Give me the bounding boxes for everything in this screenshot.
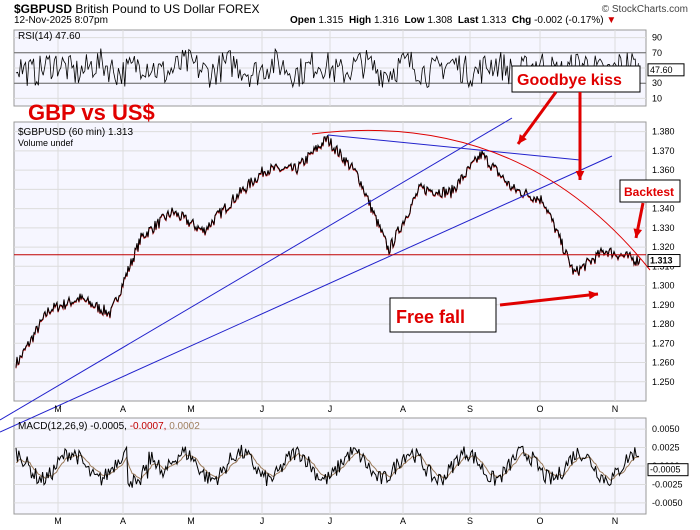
x-tick-label: M xyxy=(187,404,195,414)
x-tick-label: M xyxy=(54,404,62,414)
x-tick-label: J xyxy=(328,516,333,526)
macd-layer xyxy=(15,444,640,488)
price-tick-label: 1.360 xyxy=(652,165,675,175)
macd-tick-label: -0.0050 xyxy=(652,498,683,508)
macd-last-label: -0.0005 xyxy=(650,465,681,475)
annotation-goodbye: Goodbye kiss xyxy=(517,72,622,89)
symbol: $GBPUSD xyxy=(14,2,73,16)
rsi-last-label: 47.60 xyxy=(650,65,673,75)
x-tick-label: A xyxy=(400,516,406,526)
chg-value: -0.002 (-0.17%) xyxy=(534,15,604,26)
rsi-last-box xyxy=(647,63,685,77)
arrow-goodbye-1 xyxy=(516,91,558,145)
low-label: Low xyxy=(404,15,425,26)
arrow-goodbye-2-head xyxy=(575,170,585,180)
price-tick-label: 1.260 xyxy=(652,358,675,368)
price-layer xyxy=(0,117,651,433)
price-tick-label: 1.320 xyxy=(652,242,675,252)
price-title: $GBPUSD (60 min) 1.313 xyxy=(18,127,133,138)
x-tick-label: S xyxy=(467,516,473,526)
x-tick-label: J xyxy=(260,404,265,414)
last-label: Last xyxy=(457,15,479,26)
chg-label: Chg xyxy=(511,15,532,26)
quote-line: Open 1.315 High 1.316 Low 1.308 Last 1.3… xyxy=(290,15,616,26)
watermark: © StockCharts.com xyxy=(601,4,688,15)
open-label: Open xyxy=(290,15,316,26)
high-label: High xyxy=(348,15,372,26)
trendline-shallow xyxy=(0,155,613,433)
freefall-box xyxy=(389,297,497,333)
rsi-tick-label: 70 xyxy=(652,48,662,58)
symbol-line: $GBPUSD British Pound to US Dollar FOREX xyxy=(14,2,259,16)
rsi-tick-label: 30 xyxy=(652,78,662,88)
arrow-freefall-head xyxy=(588,290,598,300)
high-value: 1.316 xyxy=(373,15,399,26)
x-tick-label: J xyxy=(260,516,265,526)
annotation-freefall: Free fall xyxy=(396,307,465,327)
chart-date: 12-Nov-2025 8:07pm xyxy=(14,15,108,26)
rsi-tick-label: 90 xyxy=(652,33,662,43)
arrow-goodbye-1-head xyxy=(518,134,527,144)
x-tick-label: M xyxy=(187,516,195,526)
macd-value: MACD(12,26,9) -0.0005, xyxy=(18,421,130,432)
goodbye-box xyxy=(511,65,641,93)
arc-resistance xyxy=(311,129,651,271)
volume-label: Volume undef xyxy=(18,138,74,148)
trendline-top xyxy=(327,134,581,161)
x-tick-label: O xyxy=(536,404,543,414)
backtest-box xyxy=(619,179,681,203)
annotation-title: GBP vs US$ xyxy=(28,100,155,125)
x-tick-label: A xyxy=(120,404,126,414)
macd-line xyxy=(15,444,640,488)
price-tick-label: 1.290 xyxy=(652,300,675,310)
x-tick-label: N xyxy=(612,516,619,526)
macd-last-box xyxy=(647,463,689,477)
x-tick-label: A xyxy=(400,404,406,414)
price-last-label: 1.313 xyxy=(650,256,673,266)
price-tick-label: 1.250 xyxy=(652,377,675,387)
price-tick-label: 1.370 xyxy=(652,146,675,156)
price-last-box xyxy=(647,254,681,268)
price-tick-label: 1.300 xyxy=(652,281,675,291)
price-tick-label: 1.270 xyxy=(652,338,675,348)
x-tick-label: J xyxy=(328,404,333,414)
low-value: 1.308 xyxy=(427,15,453,26)
chart-header: $GBPUSD British Pound to US Dollar FOREX… xyxy=(0,0,700,28)
macd-tick-label: 0.0025 xyxy=(652,443,680,453)
last-value: 1.313 xyxy=(481,15,507,26)
annotation-backtest: Backtest xyxy=(624,185,674,199)
price-tick-label: 1.340 xyxy=(652,204,675,214)
x-tick-label: M xyxy=(54,516,62,526)
x-tick-label: N xyxy=(612,404,619,414)
macd-title: MACD(12,26,9) -0.0005, -0.0007, 0.0002 xyxy=(18,421,200,432)
annotations-layer: GBP vs US$ Goodbye kiss Free fall Backtest xyxy=(28,65,681,333)
price-tick-label: 1.330 xyxy=(652,223,675,233)
macd-histogram-value: 0.0002 xyxy=(169,421,200,432)
exchange: FOREX xyxy=(218,2,260,16)
rsi-tick-label: 10 xyxy=(652,93,662,103)
trendline-steep xyxy=(0,117,513,421)
symbol-name: British Pound to US Dollar xyxy=(75,2,215,16)
macd-tick-label: 0.0050 xyxy=(652,424,680,434)
down-triangle-icon: ▼ xyxy=(606,15,617,26)
open-value: 1.315 xyxy=(318,15,344,26)
price-tick-label: 1.280 xyxy=(652,319,675,329)
macd-signal-value: -0.0007, xyxy=(130,421,169,432)
arrow-freefall xyxy=(499,292,599,307)
price-tick-label: 1.380 xyxy=(652,127,675,137)
arrow-backtest-head xyxy=(633,228,643,238)
x-tick-label: A xyxy=(120,516,126,526)
x-tick-label: S xyxy=(467,404,473,414)
rsi-title: RSI(14) 47.60 xyxy=(18,31,81,42)
x-tick-label: O xyxy=(536,516,543,526)
macd-tick-label: -0.0025 xyxy=(652,479,683,489)
